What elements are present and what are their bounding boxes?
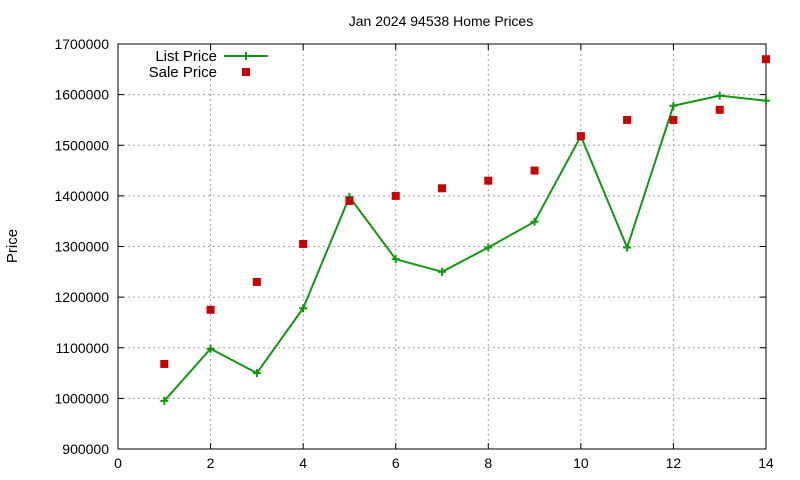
list-price-point bbox=[391, 255, 400, 264]
list-price-point bbox=[623, 243, 632, 252]
axis-ticks bbox=[117, 43, 767, 450]
sale-price-point bbox=[623, 115, 632, 124]
sale-price-point bbox=[391, 191, 400, 200]
data-series bbox=[160, 55, 770, 405]
list-price-line bbox=[163, 94, 767, 402]
grid-lines bbox=[118, 44, 766, 449]
sale-price-point bbox=[299, 239, 308, 248]
x-tick-label: 0 bbox=[114, 455, 122, 471]
sale-price-point bbox=[438, 184, 446, 193]
list-price-point bbox=[762, 96, 770, 105]
y-axis-tick-labels: 900000 1000000 1100000 1200000 1300000 140000… bbox=[54, 36, 109, 457]
list-price-point bbox=[669, 101, 678, 110]
y-tick-label: 1400000 bbox=[54, 188, 109, 204]
y-tick-label: 1000000 bbox=[54, 390, 109, 406]
y-tick-label: 1300000 bbox=[54, 239, 109, 255]
sale-price-point bbox=[530, 166, 539, 175]
list-price-point bbox=[715, 91, 724, 100]
legend-marker-list-price bbox=[242, 52, 250, 60]
x-tick-label: 2 bbox=[207, 455, 215, 471]
list-price-point bbox=[484, 243, 493, 252]
y-tick-label: 1200000 bbox=[54, 289, 109, 305]
list-price-point bbox=[530, 217, 539, 226]
sale-price-point bbox=[252, 277, 261, 286]
sale-price-point bbox=[345, 196, 354, 205]
x-tick-label: 6 bbox=[392, 455, 400, 471]
sale-price-point bbox=[715, 105, 724, 114]
sale-price-point bbox=[484, 176, 493, 185]
x-axis-tick-labels: 0 2 4 6 8 10 12 14 bbox=[114, 455, 774, 471]
legend-marker-sale-price bbox=[242, 68, 250, 76]
y-tick-label: 900000 bbox=[62, 441, 109, 457]
y-tick-label: 1600000 bbox=[54, 87, 109, 103]
x-tick-label: 8 bbox=[484, 455, 492, 471]
y-tick-label: 1100000 bbox=[56, 340, 110, 356]
list-price-point bbox=[160, 396, 169, 405]
sale-price-point bbox=[762, 55, 770, 64]
legend-label-sale-price: Sale Price bbox=[149, 64, 217, 81]
y-tick-label: 1700000 bbox=[54, 36, 109, 52]
sale-price-point bbox=[669, 115, 678, 124]
sale-price-point bbox=[206, 305, 215, 314]
legend: List Price Sale Price bbox=[149, 48, 268, 81]
y-axis-label: Price bbox=[4, 229, 21, 263]
x-tick-label: 4 bbox=[299, 455, 307, 471]
list-price-point bbox=[299, 304, 308, 313]
y-tick-label: 1500000 bbox=[54, 137, 109, 153]
legend-plus-glyph bbox=[242, 52, 250, 60]
sale-price-point bbox=[576, 132, 585, 141]
x-tick-label: 14 bbox=[758, 455, 774, 471]
chart-title: Jan 2024 94538 Home Prices bbox=[349, 13, 533, 29]
x-tick-label: 10 bbox=[573, 455, 589, 471]
list-price-point bbox=[252, 369, 261, 378]
sale-price-point bbox=[160, 359, 169, 368]
list-price-point bbox=[438, 267, 446, 276]
list-price-point bbox=[206, 344, 215, 353]
x-tick-label: 12 bbox=[666, 455, 682, 471]
legend-label-list-price: List Price bbox=[155, 48, 217, 65]
